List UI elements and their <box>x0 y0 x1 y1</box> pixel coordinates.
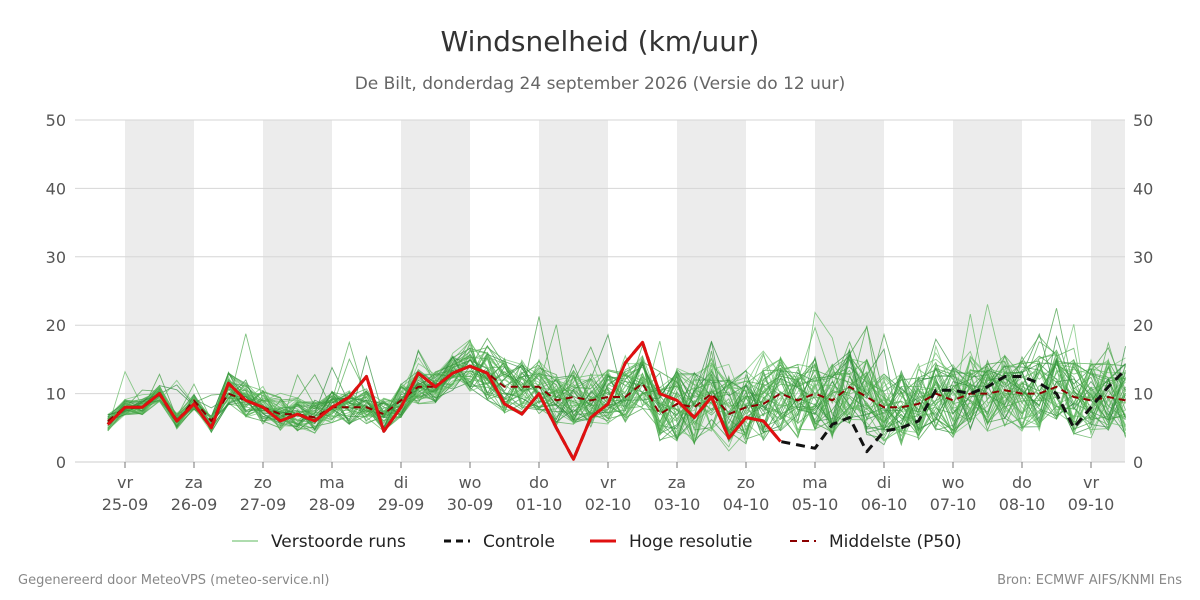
ensemble-members <box>107 304 1126 452</box>
day-band <box>401 120 470 462</box>
ensemble-member-line <box>107 345 1126 432</box>
grid-lines <box>75 119 1125 463</box>
x-tick-day: zo <box>737 473 755 492</box>
x-tick-day: za <box>668 473 686 492</box>
ensemble-member-line <box>107 324 1126 439</box>
x-tick-date: 30-09 <box>447 495 494 514</box>
ensemble-member-line <box>107 353 1126 438</box>
x-tick-date: 09-10 <box>1068 495 1115 514</box>
high-resolution-line <box>106 340 782 461</box>
y-tick-label-right: 20 <box>1133 316 1153 335</box>
x-tick-date: 01-10 <box>516 495 563 514</box>
y-tick-label-right: 10 <box>1133 385 1153 404</box>
x-tick-date: 03-10 <box>654 495 701 514</box>
x-tick-day: di <box>877 473 892 492</box>
y-tick-label-left: 0 <box>56 453 66 472</box>
x-axis: vr 25-09 za 26-09 zo 27-09 ma 28-09 di 29-09 wo 30-… <box>102 462 1115 514</box>
median-line <box>107 365 1126 422</box>
main-series <box>106 340 1127 461</box>
y-axis-left: 0 10 20 30 40 50 <box>46 111 66 472</box>
x-tick-date: 05-10 <box>792 495 839 514</box>
y-tick-label-right: 50 <box>1133 111 1153 130</box>
legend: Verstoorde runs Controle Hoge resolutie Mid… <box>232 532 962 552</box>
x-tick-day: do <box>1012 473 1032 492</box>
ensemble-member-line <box>107 339 1126 437</box>
x-tick-day: vr <box>600 473 616 492</box>
x-tick-day: wo <box>459 473 482 492</box>
x-tick-day: ma <box>319 473 344 492</box>
x-tick-day: vr <box>1083 473 1099 492</box>
footer-source: Bron: ECMWF AIFS/KNMI Ens <box>997 573 1182 588</box>
y-tick-label-left: 40 <box>46 179 66 198</box>
legend-label: Controle <box>483 532 555 552</box>
y-tick-label-left: 50 <box>46 111 66 130</box>
x-tick-date: 06-10 <box>861 495 908 514</box>
x-tick-day: zo <box>254 473 272 492</box>
x-tick-day: za <box>185 473 203 492</box>
y-tick-label-left: 10 <box>46 385 66 404</box>
x-tick-day: vr <box>117 473 133 492</box>
x-tick-day: ma <box>802 473 827 492</box>
x-tick-day: di <box>394 473 409 492</box>
legend-label: Verstoorde runs <box>271 532 406 552</box>
x-tick-date: 04-10 <box>723 495 770 514</box>
y-axis-right: 0 10 20 30 40 50 <box>1133 111 1153 472</box>
y-tick-label-right: 30 <box>1133 248 1153 267</box>
x-tick-day: wo <box>942 473 965 492</box>
ensemble-member-line <box>107 347 1126 433</box>
x-tick-date: 07-10 <box>930 495 977 514</box>
ensemble-member-line <box>107 359 1126 437</box>
legend-label: Hoge resolutie <box>629 532 753 552</box>
x-tick-day: do <box>529 473 549 492</box>
y-tick-label-right: 40 <box>1133 179 1153 198</box>
day-band <box>953 120 1022 462</box>
legend-label: Middelste (P50) <box>829 532 962 552</box>
y-tick-label-left: 30 <box>46 248 66 267</box>
chart-subtitle: De Bilt, donderdag 24 september 2026 (Ve… <box>355 74 846 94</box>
ensemble-member-line <box>107 335 1126 437</box>
x-tick-date: 02-10 <box>585 495 632 514</box>
x-tick-date: 28-09 <box>309 495 356 514</box>
ensemble-member-line <box>107 343 1126 442</box>
chart-title: Windsnelheid (km/uur) <box>441 25 760 58</box>
y-tick-label-right: 0 <box>1133 453 1143 472</box>
y-tick-label-left: 20 <box>46 316 66 335</box>
x-tick-date: 29-09 <box>378 495 425 514</box>
x-tick-date: 26-09 <box>171 495 218 514</box>
x-tick-date: 25-09 <box>102 495 149 514</box>
x-tick-date: 27-09 <box>240 495 287 514</box>
footer-generated: Gegenereerd door MeteoVPS (meteo-service… <box>18 573 330 588</box>
x-tick-date: 08-10 <box>999 495 1046 514</box>
